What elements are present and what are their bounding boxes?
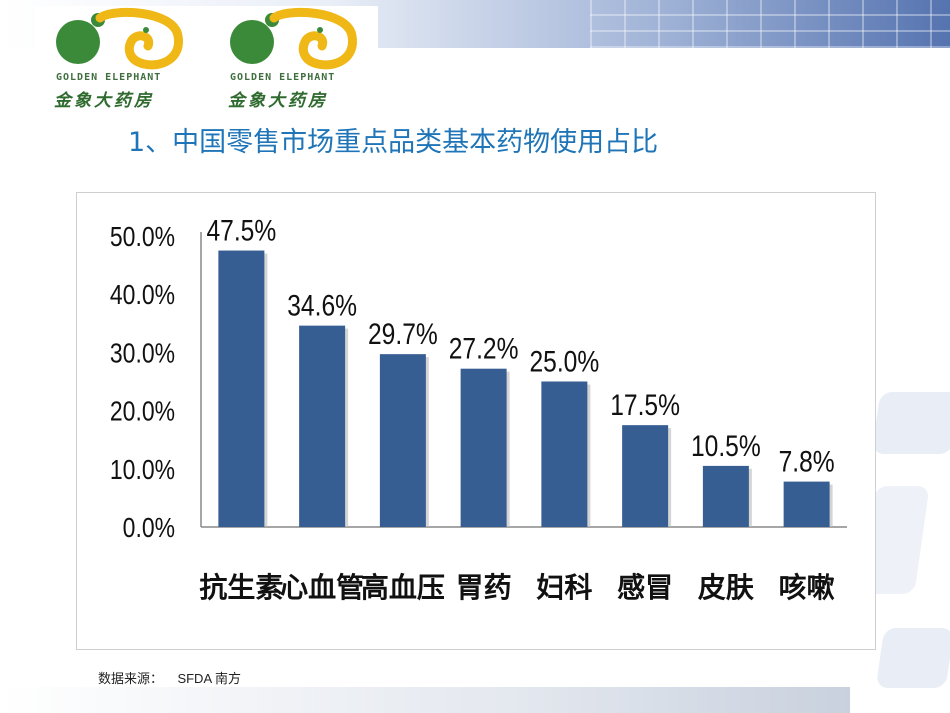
bar	[379, 354, 426, 527]
bar	[702, 465, 749, 527]
data-source: 数据来源： SFDA 南方	[98, 671, 242, 686]
x-tick-label: 高血压	[361, 571, 445, 604]
decor-square	[875, 628, 950, 688]
x-tick-label: 胃药	[456, 571, 512, 604]
y-tick-label: 40.0%	[110, 280, 175, 311]
logo-text-en: GOLDEN ELEPHANT	[56, 72, 162, 83]
data-label: 47.5%	[207, 213, 277, 247]
page-title: 1、中国零售市场重点品类基本药物使用占比	[128, 127, 659, 158]
data-label: 25.0%	[530, 344, 600, 378]
data-label: 29.7%	[368, 317, 438, 351]
golden-elephant-logo-icon	[230, 7, 357, 70]
logo: GOLDEN ELEPHANT 金象大药房	[208, 6, 368, 114]
y-tick-label: 20.0%	[110, 397, 175, 428]
x-tick-label: 心血管	[280, 571, 364, 604]
data-label: 17.5%	[610, 388, 680, 422]
chart-frame: 0.0% 10.0% 20.0% 30.0% 40.0% 50.0% 47.5% 抗生素 34.…	[76, 192, 876, 650]
logo-text-cn: 金象大药房	[228, 91, 328, 111]
golden-elephant-logo-icon	[56, 7, 183, 70]
x-tick-label: 妇科	[536, 571, 592, 604]
bar	[541, 381, 588, 527]
logo: GOLDEN ELEPHANT 金象大药房	[34, 6, 194, 114]
data-label: 10.5%	[691, 429, 761, 463]
data-label: 34.6%	[287, 288, 357, 322]
x-tick-label: 抗生素	[199, 571, 283, 604]
bar	[783, 481, 830, 527]
y-tick-label: 0.0%	[123, 513, 175, 544]
logo-panel: GOLDEN ELEPHANT 金象大药房 GOLDEN ELEPHANT 金象…	[34, 6, 378, 114]
x-tick-label: 感冒	[617, 571, 673, 604]
x-tick-label: 咳嗽	[779, 571, 835, 604]
bar	[218, 250, 265, 528]
bar-chart: 0.0% 10.0% 20.0% 30.0% 40.0% 50.0% 47.5% 抗生素 34.…	[110, 213, 847, 604]
bar	[299, 325, 346, 527]
y-tick-label: 10.0%	[110, 455, 175, 486]
logo-text-cn: 金象大药房	[54, 91, 154, 111]
y-tick-label: 30.0%	[110, 338, 175, 369]
bar	[460, 368, 507, 527]
bar	[622, 425, 669, 527]
x-tick-label: 皮肤	[698, 571, 755, 604]
y-tick-label: 50.0%	[110, 222, 175, 253]
logo-text-en: GOLDEN ELEPHANT	[230, 72, 336, 83]
data-label: 27.2%	[449, 331, 519, 365]
data-label: 7.8%	[779, 444, 835, 478]
header-grid-decoration	[590, 0, 950, 48]
footer-band	[0, 687, 850, 713]
decor-square	[871, 392, 950, 454]
